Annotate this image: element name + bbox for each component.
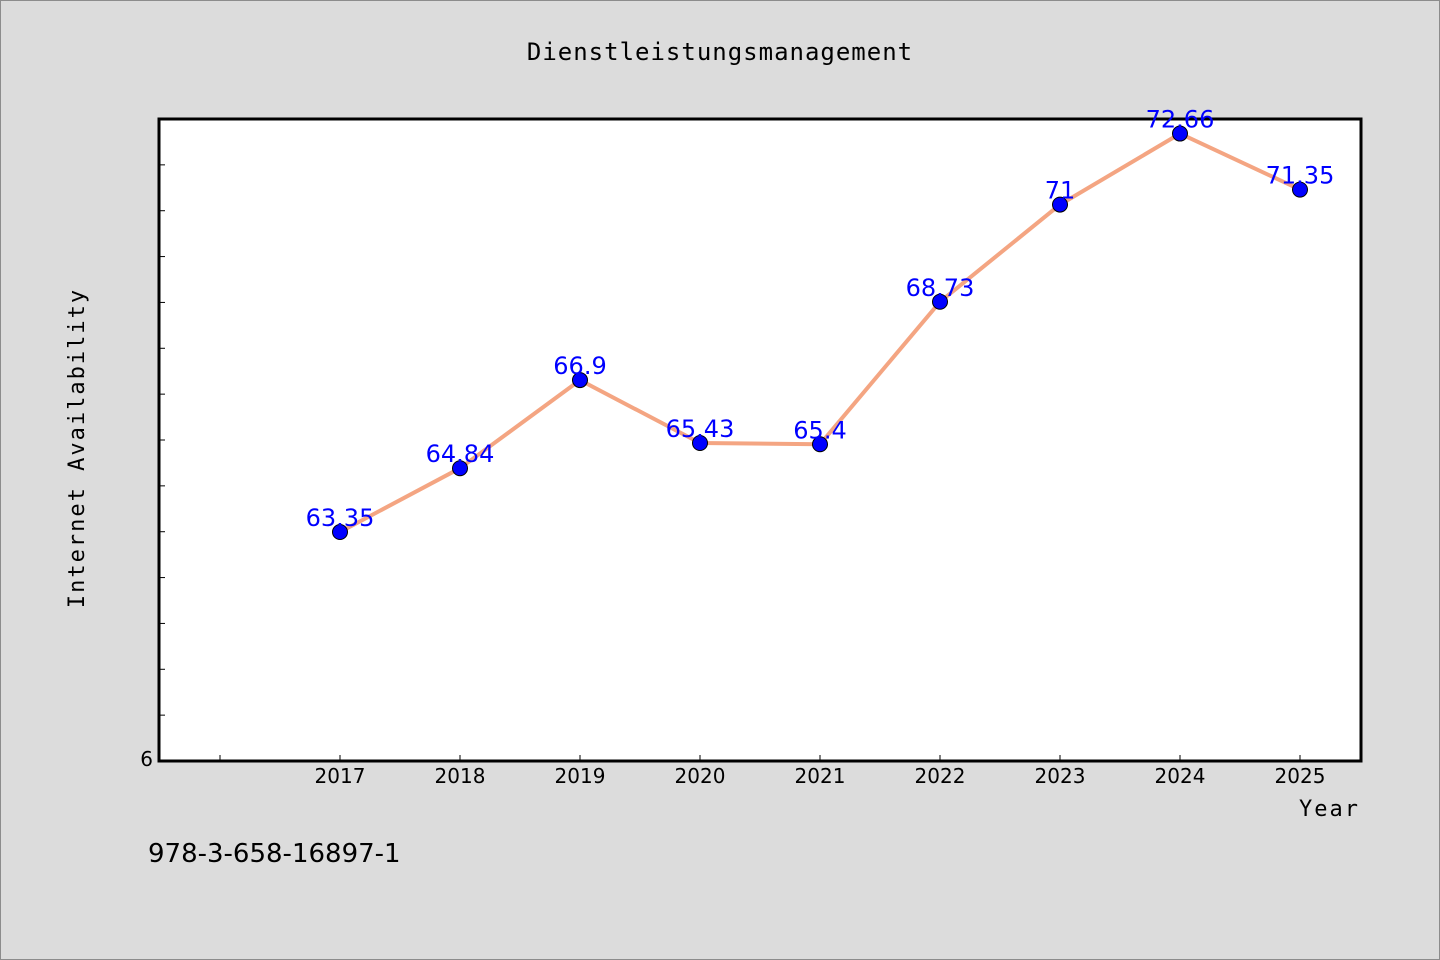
data-point xyxy=(572,372,588,389)
data-point xyxy=(932,293,948,310)
y-axis-label: Internet Availability xyxy=(65,288,90,608)
data-label: 65.43 xyxy=(666,415,735,443)
x-tick-label: 2024 xyxy=(1155,764,1206,788)
data-label: 66.9 xyxy=(553,352,606,380)
chart-title: Dienstleistungsmanagement xyxy=(527,38,913,66)
x-tick-label: 2017 xyxy=(315,764,366,788)
data-point xyxy=(692,434,708,451)
data-label: 71.35 xyxy=(1266,162,1335,190)
data-point xyxy=(812,436,828,453)
x-tick-label: 2020 xyxy=(675,764,726,788)
data-label: 63.35 xyxy=(306,504,375,532)
plot-area xyxy=(157,117,1363,763)
data-labels: 63.35 64.84 66.9 65.43 65.4 68.73 71 72.66 71.35 xyxy=(306,106,1335,532)
data-label: 72.66 xyxy=(1146,106,1215,134)
x-tick-label: 2022 xyxy=(915,764,966,788)
data-points xyxy=(332,125,1308,541)
data-label: 68.73 xyxy=(906,274,975,302)
footnote-isbn: 978-3-658-16897-1 xyxy=(148,839,401,869)
data-point xyxy=(1292,181,1308,198)
x-tick-label: 2023 xyxy=(1035,764,1086,788)
x-tick-label: 2018 xyxy=(435,764,486,788)
data-point xyxy=(1052,196,1068,213)
data-label: 65.4 xyxy=(793,416,846,444)
y-tick-label: 6 xyxy=(140,747,153,771)
x-tick-label: 2025 xyxy=(1275,764,1326,788)
data-point xyxy=(1172,125,1188,142)
y-axis-ticks xyxy=(159,118,165,716)
x-axis-ticks: 2017 2018 2019 2020 2021 2022 2023 2024 2025 xyxy=(219,755,1326,788)
data-label: 64.84 xyxy=(426,440,495,468)
data-point xyxy=(332,524,348,541)
data-point xyxy=(452,460,468,477)
x-tick-label: 2021 xyxy=(795,764,846,788)
x-tick-label: 2019 xyxy=(555,764,606,788)
data-label: 71 xyxy=(1045,177,1076,205)
x-axis-label: Year xyxy=(1299,797,1360,822)
